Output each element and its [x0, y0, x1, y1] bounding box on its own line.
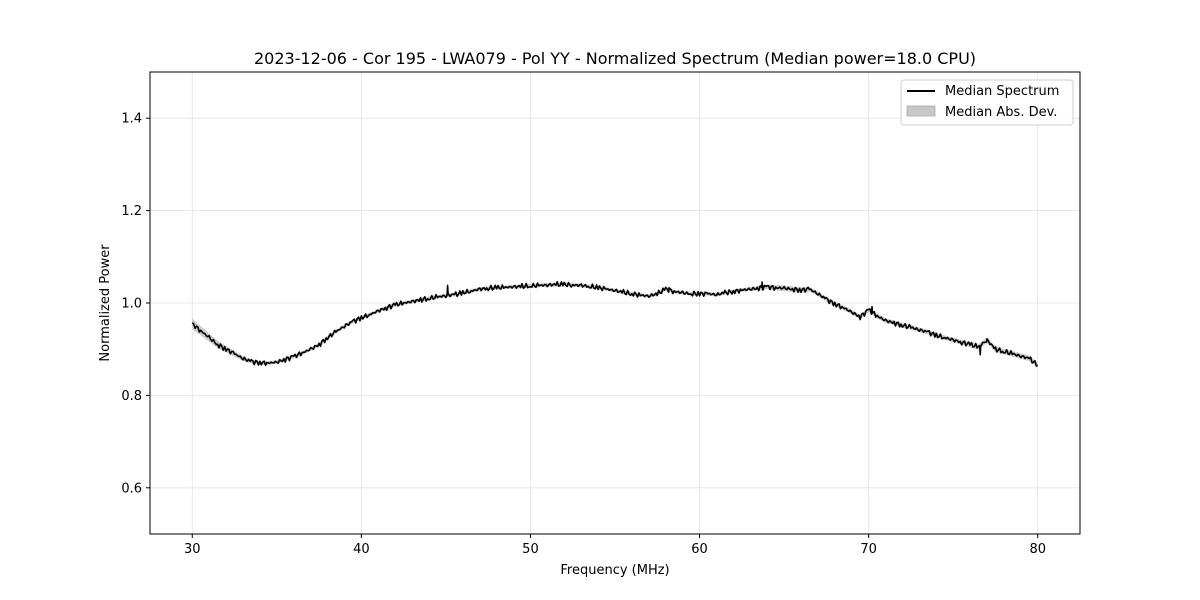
x-tick-label: 60	[691, 542, 708, 557]
y-tick-label: 0.8	[121, 389, 142, 404]
legend-label-median-abs-dev: Median Abs. Dev.	[945, 105, 1057, 120]
y-tick-label: 1.4	[121, 112, 142, 127]
legend: Median Spectrum Median Abs. Dev.	[900, 79, 1074, 126]
y-tick-label: 0.6	[121, 481, 142, 496]
y-tick-label: 1.0	[121, 297, 142, 312]
median-spectrum-line	[191, 281, 1039, 367]
x-tick-label: 40	[353, 542, 370, 557]
chart-title: 2023-12-06 - Cor 195 - LWA079 - Pol YY -…	[254, 49, 976, 68]
x-tick-label: 70	[860, 542, 877, 557]
x-tick-label: 50	[522, 542, 539, 557]
x-tick-label: 80	[1029, 542, 1046, 557]
y-axis-title: Normalized Power	[98, 244, 113, 362]
legend-swatch-median-abs-dev	[906, 105, 936, 117]
y-tick-label: 1.2	[121, 204, 142, 219]
x-tick-label: 30	[184, 542, 201, 557]
legend-box	[900, 79, 1074, 126]
median-line-layer	[191, 281, 1039, 367]
legend-label-median-spectrum: Median Spectrum	[945, 84, 1059, 99]
x-axis-ticks: 30 40 50 60 70 80	[184, 534, 1046, 557]
x-axis-title: Frequency (MHz)	[560, 563, 669, 578]
y-axis-ticks: 0.6 0.8 1.0 1.2 1.4	[121, 112, 150, 496]
